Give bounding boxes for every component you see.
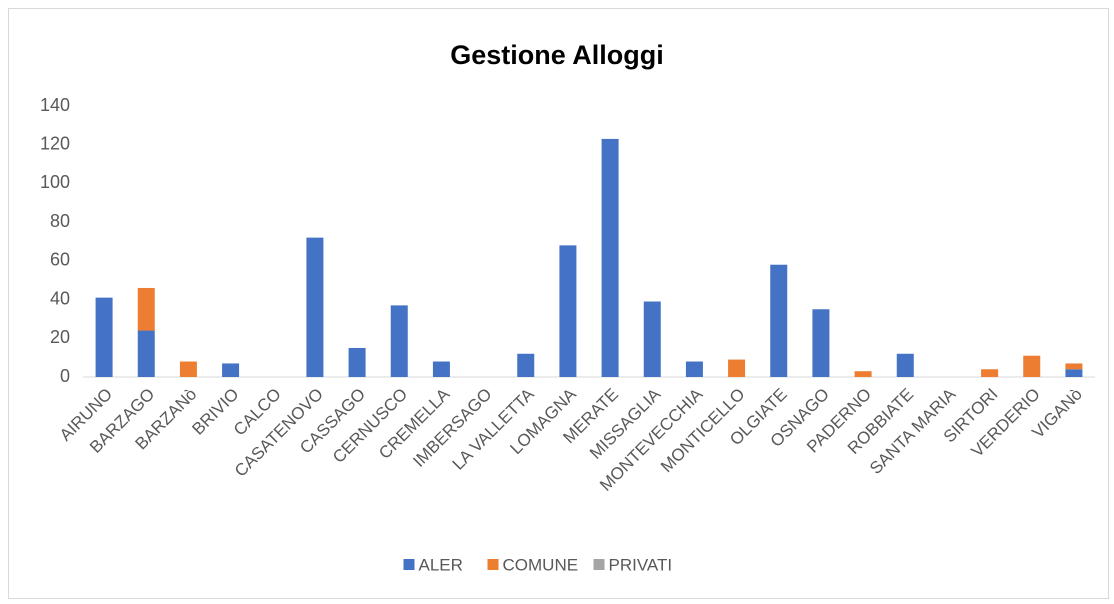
bar-segment (1065, 363, 1083, 370)
bar-segment (432, 361, 450, 377)
chart-border (8, 8, 1109, 599)
bar-segment (896, 353, 914, 377)
bar-segment (981, 369, 999, 377)
bar-segment (222, 363, 240, 377)
bar-segment (1023, 355, 1041, 377)
chart-title: Gestione Alloggi (450, 40, 664, 70)
bar-segment (643, 301, 661, 377)
y-tick-label: 60 (50, 250, 70, 270)
legend-label: PRIVATI (609, 555, 673, 574)
bar-segment (95, 297, 113, 377)
bar-segment (306, 237, 324, 377)
bar-segment (1065, 369, 1083, 377)
y-tick-label: 0 (60, 366, 70, 386)
y-tick-label: 80 (50, 211, 70, 231)
y-tick-label: 20 (50, 327, 70, 347)
y-tick-label: 120 (40, 133, 70, 153)
bar-segment (601, 138, 619, 377)
bar-segment (137, 287, 155, 331)
bar-segment (390, 305, 408, 377)
bar-segment (179, 361, 197, 377)
y-tick-label: 40 (50, 288, 70, 308)
legend-swatch (593, 559, 605, 570)
bar-segment (812, 309, 830, 377)
legend-swatch (403, 559, 415, 570)
bar-segment (348, 347, 366, 377)
y-tick-label: 140 (40, 95, 70, 115)
bar-segment (137, 330, 155, 377)
legend-label: ALER (419, 555, 463, 574)
bar-segment (559, 245, 577, 377)
bar-segment (517, 353, 535, 377)
legend-label: COMUNE (503, 555, 579, 574)
y-tick-label: 100 (40, 172, 70, 192)
bar-segment (685, 361, 703, 377)
bar-segment (854, 371, 872, 377)
legend-swatch (487, 559, 499, 570)
bar-segment (770, 264, 788, 377)
bar-segment (728, 359, 746, 377)
